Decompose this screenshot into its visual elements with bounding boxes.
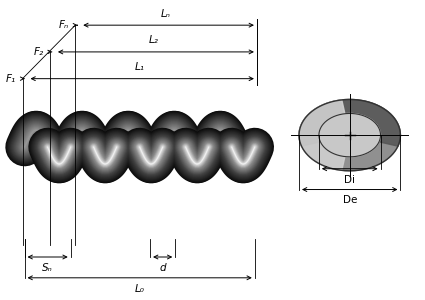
Text: L₀: L₀ (135, 284, 144, 294)
Polygon shape (299, 100, 345, 170)
Text: F₁: F₁ (6, 74, 16, 84)
Circle shape (299, 100, 400, 171)
Text: L₂: L₂ (148, 35, 159, 45)
Text: Fₙ: Fₙ (59, 20, 69, 30)
Circle shape (319, 113, 380, 157)
Text: De: De (343, 196, 357, 206)
Text: Di: Di (344, 175, 355, 185)
Text: d: d (159, 263, 166, 273)
Text: L₁: L₁ (135, 62, 144, 72)
Text: F₂: F₂ (34, 47, 44, 57)
Text: Lₙ: Lₙ (161, 9, 171, 19)
Polygon shape (299, 100, 400, 146)
Text: Sₙ: Sₙ (42, 263, 53, 273)
